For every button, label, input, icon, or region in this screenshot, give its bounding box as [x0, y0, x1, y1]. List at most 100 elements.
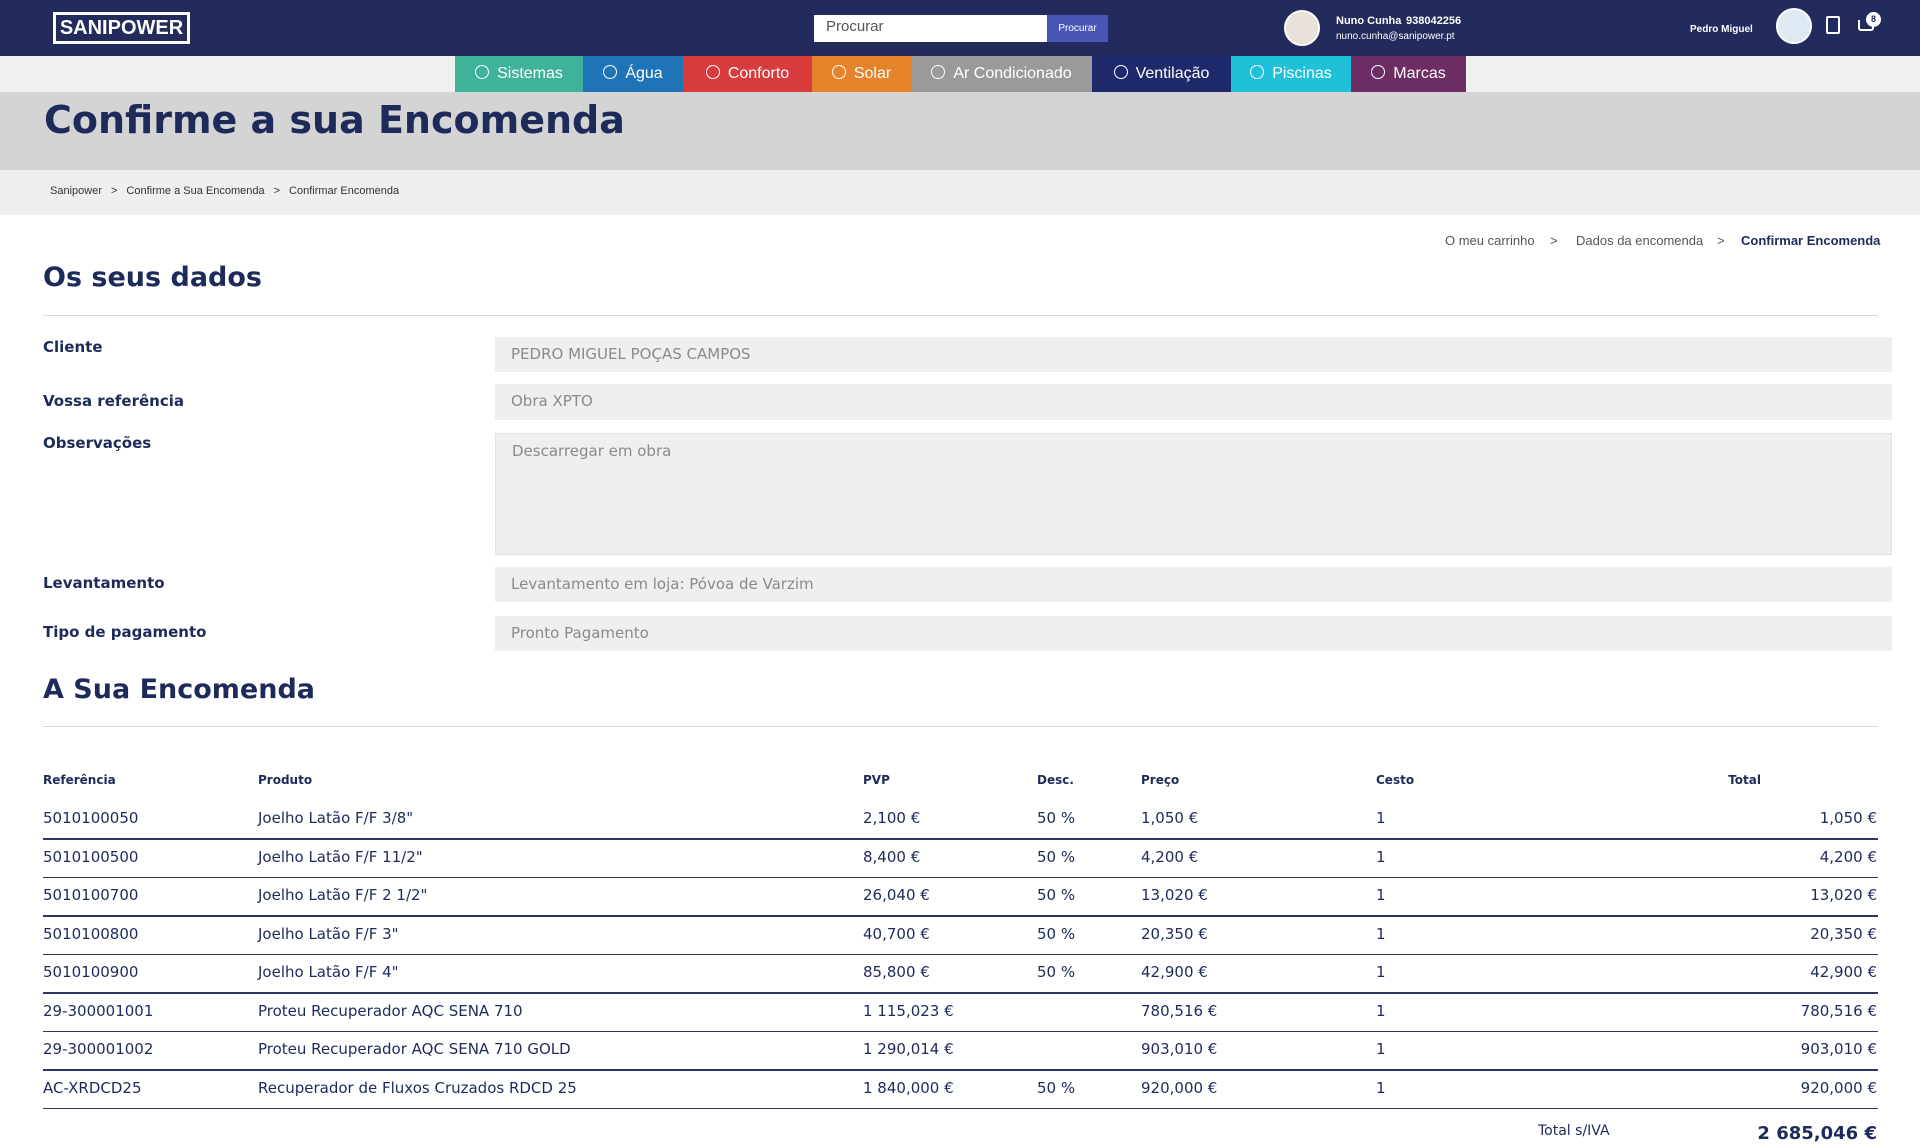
table-cell: Joelho Latão F/F 2 1/2" [258, 886, 428, 904]
field-label: Levantamento [43, 574, 165, 592]
table-cell: 5010100900 [43, 963, 139, 981]
table-cell: 1 [1376, 847, 1386, 866]
table-cell: Recuperador de Fluxos Cruzados RDCD 25 [258, 1078, 577, 1097]
field-label: Tipo de pagamento [43, 623, 207, 641]
table-cell: Joelho Latão F/F 3/8" [258, 809, 414, 827]
breadcrumb: Sanipower > Confirme a Sua Encomenda > Confi… [0, 170, 1920, 215]
table-cell: Proteu Recuperador AQC SENA 710 GOLD [258, 1040, 571, 1058]
nav-item[interactable]: Marcas [1351, 56, 1466, 92]
cart-badge: 8 [1866, 12, 1881, 27]
table-cell: 42,900 € [1810, 963, 1877, 981]
table-cell: 29-300001001 [43, 1001, 154, 1020]
table-cell: 1 115,023 € [863, 1001, 954, 1020]
column-header: Cesto [1376, 773, 1415, 787]
step[interactable]: O meu carrinho [1445, 233, 1535, 248]
contact-avatar [1284, 10, 1320, 46]
table-cell: 50 % [1037, 1078, 1076, 1097]
table-cell: 780,516 € [1800, 1001, 1877, 1020]
section-title: Os seus dados [43, 262, 262, 293]
table-cell: AC-XRDCD25 [43, 1078, 142, 1097]
title-band [0, 92, 1920, 170]
row-divider [43, 838, 1878, 840]
table-cell: 26,040 € [863, 886, 930, 904]
table-cell: 50 % [1037, 886, 1076, 904]
row-divider [43, 915, 1878, 917]
column-header: PVP [863, 773, 890, 787]
nav-item[interactable]: Piscinas [1231, 56, 1351, 92]
table-cell: 1 [1376, 886, 1386, 904]
column-header: Referência [43, 773, 116, 787]
table-cell: Proteu Recuperador AQC SENA 710 [258, 1001, 523, 1020]
row-divider [43, 1107, 1878, 1109]
table-cell: 5010100050 [43, 809, 139, 827]
field-label: Observações [43, 434, 152, 452]
nav-item[interactable]: Sistemas [455, 56, 583, 92]
row-divider [43, 1069, 1878, 1071]
breadcrumb-link[interactable]: Sanipower [50, 185, 102, 197]
table-cell: 5010100700 [43, 886, 139, 904]
row-divider [43, 953, 1878, 955]
field-value: PEDRO MIGUEL POÇAS CAMPOS [495, 337, 1892, 372]
breadcrumb-link[interactable]: Confirme a Sua Encomenda [126, 185, 265, 197]
table-cell: Joelho Latão F/F 3" [258, 924, 399, 943]
column-header: Total [1728, 773, 1761, 787]
column-header: Desc. [1037, 773, 1074, 787]
table-cell: 903,010 € [1141, 1040, 1218, 1058]
table-cell: 1 [1376, 1078, 1386, 1097]
row-divider [43, 1030, 1878, 1032]
contact-email[interactable]: nuno.cunha@sanipower.pt [1336, 31, 1455, 42]
table-cell: 2,100 € [863, 809, 921, 827]
table-cell: 13,020 € [1810, 886, 1877, 904]
column-header: Produto [258, 773, 313, 787]
divider [43, 726, 1878, 727]
total-label: Total s/IVA [1538, 1123, 1610, 1139]
nav-item[interactable]: Água [583, 56, 683, 92]
breadcrumb-current: Confirmar Encomenda [289, 185, 400, 197]
contact-phone[interactable]: 938042256 [1406, 15, 1462, 27]
orders-icon[interactable] [1826, 16, 1840, 34]
table-cell: 42,900 € [1141, 963, 1208, 981]
field-value[interactable]: Levantamento em loja: Póvoa de Varzim [495, 567, 1892, 602]
table-cell: 1 [1376, 963, 1386, 981]
page-title: Confirme a sua Encomenda [44, 98, 625, 142]
user-avatar[interactable] [1776, 8, 1812, 44]
table-cell: Joelho Latão F/F 11/2" [258, 847, 423, 866]
table-cell: 920,000 € [1800, 1078, 1877, 1097]
table-cell: 85,800 € [863, 963, 930, 981]
table-cell: 40,700 € [863, 924, 930, 943]
field-value[interactable]: Obra XPTO [495, 384, 1892, 420]
table-cell: 1,050 € [1819, 809, 1877, 827]
table-cell: 1 [1376, 1001, 1386, 1020]
step[interactable]: Dados da encomenda [1576, 233, 1704, 248]
table-cell: 8,400 € [863, 847, 921, 866]
nav-item[interactable]: Ar Condicionado [911, 56, 1092, 92]
nav-item[interactable]: Solar [812, 56, 911, 92]
divider [43, 315, 1878, 316]
nav-item[interactable]: Conforto [683, 56, 812, 92]
field-value[interactable]: Pronto Pagamento [495, 616, 1892, 651]
table-cell: 29-300001002 [43, 1040, 154, 1058]
logo[interactable]: SANIPOWER [53, 12, 190, 44]
table-cell: 50 % [1037, 809, 1076, 827]
table-cell: 1 [1376, 809, 1386, 827]
table-cell: 50 % [1037, 963, 1076, 981]
table-cell: 20,350 € [1141, 924, 1208, 943]
table-cell: Joelho Latão F/F 4" [258, 963, 399, 981]
row-divider [43, 876, 1878, 878]
search-button[interactable]: Procurar [1047, 15, 1108, 42]
user-name[interactable]: Pedro Miguel [1690, 24, 1753, 35]
field-label: Cliente [43, 338, 103, 356]
table-cell: 20,350 € [1810, 924, 1877, 943]
table-cell: 920,000 € [1141, 1078, 1218, 1097]
table-cell: 1,050 € [1141, 809, 1199, 827]
table-cell: 1 290,014 € [863, 1040, 954, 1058]
table-cell: 50 % [1037, 847, 1076, 866]
nav-item[interactable]: Ventilação [1092, 56, 1231, 92]
table-cell: 780,516 € [1141, 1001, 1218, 1020]
table-cell: 1 [1376, 924, 1386, 943]
search-input[interactable]: Procurar [814, 15, 1047, 42]
field-textarea[interactable]: Descarregar em obra [495, 433, 1892, 555]
table-cell: 50 % [1037, 924, 1076, 943]
contact-name: Nuno Cunha [1336, 15, 1402, 27]
table-cell: 903,010 € [1800, 1040, 1877, 1058]
